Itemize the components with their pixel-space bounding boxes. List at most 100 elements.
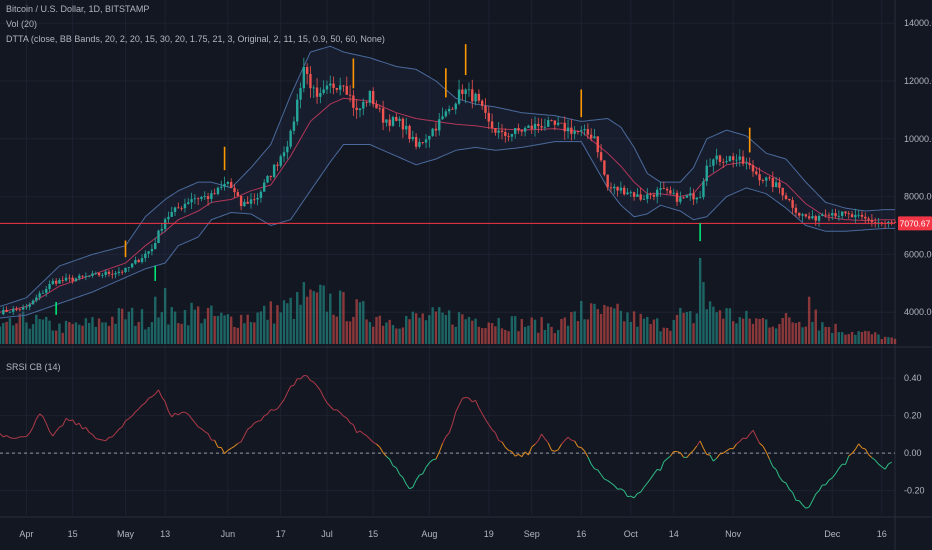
- candle-body: [461, 89, 464, 94]
- srsi-segment: [785, 482, 790, 490]
- srsi-segment: [868, 454, 873, 458]
- candle-body: [256, 197, 259, 200]
- candle-body: [764, 177, 768, 181]
- srsi-tick-label: 0.20: [904, 411, 922, 421]
- volume-bar: [708, 301, 712, 344]
- volume-bar: [25, 322, 28, 344]
- volume-bar: [127, 311, 131, 344]
- x-tick-label: 16: [576, 529, 586, 539]
- candle-body: [220, 186, 223, 188]
- srsi-segment: [511, 451, 516, 457]
- candle-body: [533, 123, 537, 129]
- volume-bar: [537, 332, 540, 344]
- candle-body: [266, 175, 269, 183]
- candle-body: [626, 192, 629, 195]
- srsi-segment: [45, 423, 51, 432]
- candle-body: [117, 271, 121, 274]
- volume-bar: [580, 301, 583, 344]
- srsi-segment: [243, 428, 249, 436]
- candle-body: [12, 309, 15, 312]
- candle-body: [428, 135, 431, 140]
- bollinger-bands: [0, 45, 895, 319]
- volume-bar: [2, 322, 5, 344]
- candle-body: [527, 125, 530, 128]
- srsi-legend[interactable]: SRSI CB (14): [6, 362, 61, 372]
- candle-body: [299, 88, 302, 100]
- candle-body: [150, 249, 154, 252]
- candle-body: [890, 221, 893, 223]
- srsi-segment: [16, 436, 21, 439]
- candle-body: [196, 198, 200, 200]
- volume-bar: [342, 292, 345, 344]
- candle-body: [35, 297, 38, 301]
- srsi-segment: [75, 422, 80, 426]
- srsi-segment: [465, 396, 470, 399]
- volume-bar: [735, 323, 738, 344]
- volume-bar: [761, 317, 765, 344]
- chart-title[interactable]: Bitcoin / U.S. Dollar, 1D, BITSTAMP: [6, 4, 150, 14]
- srsi-segment: [858, 443, 863, 449]
- volume-bar: [120, 308, 124, 344]
- srsi-segment: [468, 397, 473, 403]
- volume-bar: [203, 318, 206, 344]
- candle-body: [286, 146, 289, 153]
- srsi-segment: [9, 437, 14, 439]
- srsi-segment: [257, 420, 262, 422]
- volume-bar: [441, 312, 444, 344]
- candle-body: [847, 213, 850, 215]
- candle-body: [550, 120, 553, 121]
- volume-bar: [725, 308, 728, 344]
- candle-body: [68, 277, 71, 279]
- volume-bar: [834, 323, 837, 344]
- volume-bar: [599, 313, 603, 344]
- srsi-segment: [214, 440, 219, 448]
- srsi-segment: [372, 441, 377, 445]
- volume-bar: [253, 322, 256, 344]
- candle-body: [738, 156, 741, 160]
- volume-bar: [659, 331, 662, 344]
- candle-body: [58, 279, 61, 284]
- srsi-segment: [240, 435, 245, 443]
- srsi-segment: [154, 389, 159, 395]
- srsi-segment: [650, 473, 655, 479]
- vol-legend[interactable]: Vol (20): [6, 19, 38, 29]
- volume-bar: [335, 316, 339, 344]
- volume-bar: [243, 323, 246, 344]
- volume-bar: [81, 325, 84, 344]
- volume-bar: [596, 309, 599, 344]
- candle-body: [124, 267, 127, 272]
- volume-bar: [811, 321, 814, 344]
- volume-bar: [679, 307, 682, 344]
- candle-body: [371, 90, 375, 105]
- srsi-segment: [409, 486, 414, 490]
- x-tick-label: May: [117, 529, 135, 539]
- candle-body: [682, 197, 685, 199]
- volume-bar: [296, 292, 299, 344]
- volume-bar: [272, 323, 276, 344]
- srsi-segment: [584, 450, 589, 458]
- srsi-segment: [871, 457, 876, 461]
- srsi-segment: [128, 415, 133, 419]
- srsi-segment: [277, 404, 282, 409]
- candle-body: [322, 89, 325, 94]
- candle-body: [61, 279, 64, 281]
- volume-bar: [593, 303, 596, 344]
- srsi-segment: [52, 430, 57, 437]
- upper-band: [0, 45, 895, 307]
- volume-bar: [31, 324, 35, 344]
- candle-body: [355, 107, 358, 111]
- dtta-legend[interactable]: DTTA (close, BB Bands, 20, 2, 20, 15, 30…: [6, 34, 385, 44]
- volume-bar: [292, 318, 296, 344]
- srsi-segment: [184, 411, 189, 415]
- volume-bar: [157, 317, 160, 344]
- candle-body: [642, 198, 646, 200]
- volume-bar: [302, 282, 306, 344]
- candle-body: [239, 195, 243, 207]
- volume-bar: [457, 312, 461, 344]
- volume-bar: [150, 322, 154, 344]
- volume-bar: [745, 310, 748, 344]
- srsi-segment: [666, 455, 671, 460]
- volume-bar: [305, 296, 309, 344]
- volume-bar: [646, 316, 649, 344]
